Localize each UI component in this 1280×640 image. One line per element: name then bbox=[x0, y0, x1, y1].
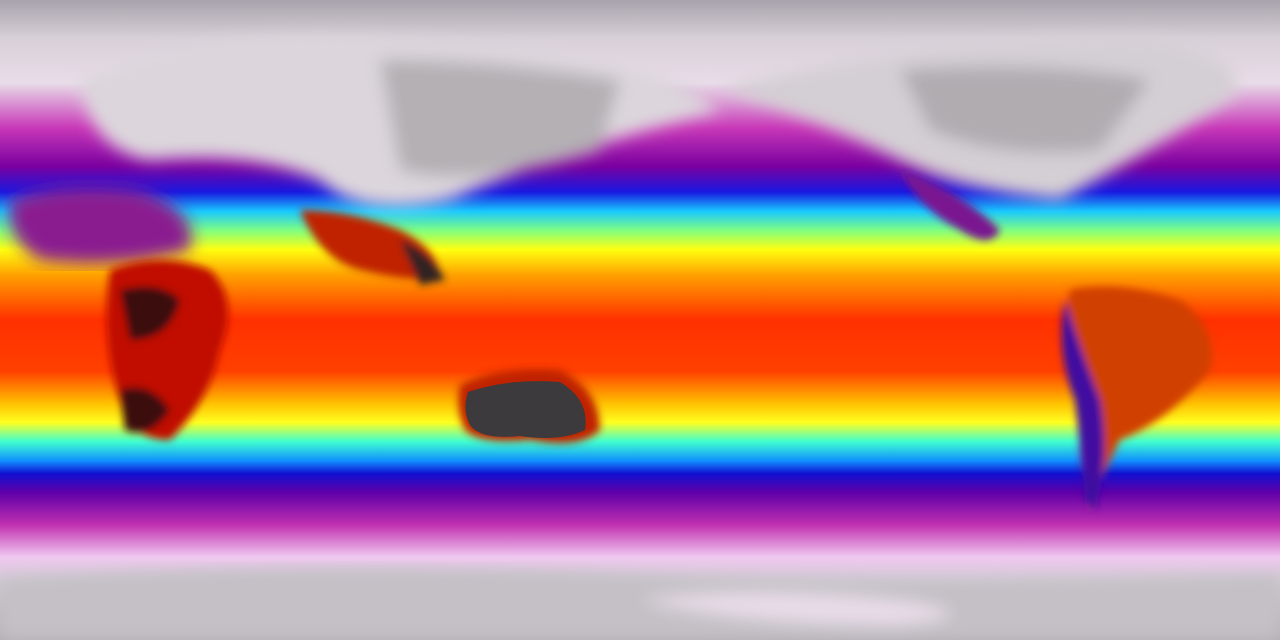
americas-land bbox=[900, 170, 1212, 510]
africa-land bbox=[106, 260, 228, 440]
australia-land bbox=[458, 369, 600, 444]
northern-landmass-cold bbox=[80, 38, 1237, 207]
arabia-india-land bbox=[300, 210, 445, 285]
europe-cold-region bbox=[9, 186, 192, 264]
antarctica-land bbox=[0, 568, 1280, 640]
